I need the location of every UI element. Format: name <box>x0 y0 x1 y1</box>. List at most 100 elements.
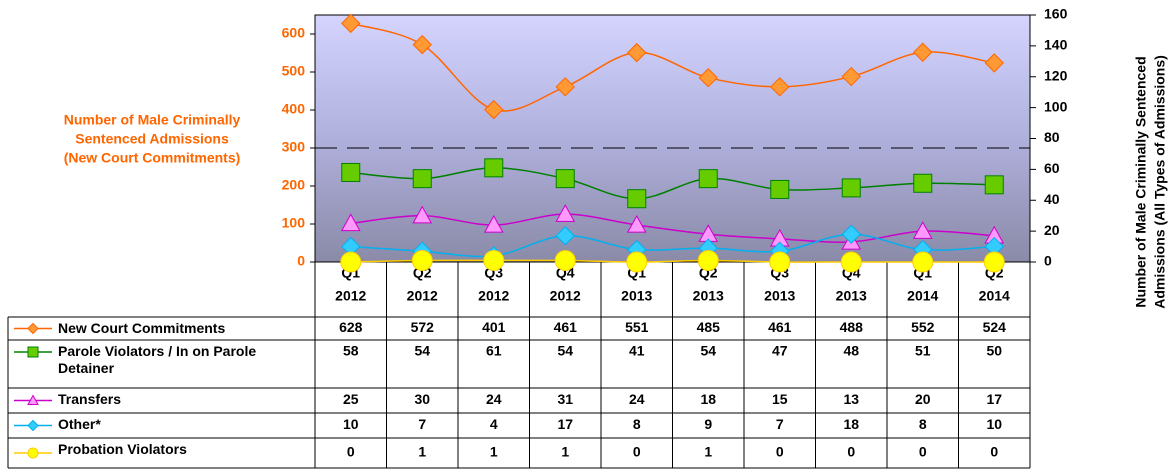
y-tick-label: 200 <box>282 177 306 193</box>
point <box>412 205 433 224</box>
y2-tick-label: 120 <box>1044 67 1068 83</box>
table-value: 0 <box>990 444 998 460</box>
legend-label: Probation Violators <box>58 441 187 457</box>
y-tick-label: 500 <box>282 63 306 79</box>
point <box>555 226 575 246</box>
table-value: 61 <box>486 343 502 359</box>
y2-tick-label: 0 <box>1044 253 1052 269</box>
y-tick-label: 0 <box>297 253 305 269</box>
table-value: 9 <box>704 416 712 432</box>
point <box>770 77 790 97</box>
x-tick-label: 2012 <box>478 288 509 304</box>
point <box>555 77 575 97</box>
series-line <box>350 233 995 258</box>
y2-tick-label: 80 <box>1044 129 1060 145</box>
legend-label: Other* <box>58 416 101 432</box>
point <box>912 251 934 273</box>
y-axis-title: (New Court Commitments) <box>64 150 241 166</box>
table-value: 48 <box>843 343 859 359</box>
point <box>341 162 361 182</box>
point <box>626 214 647 233</box>
y2-tick-label: 60 <box>1044 160 1060 176</box>
point <box>984 175 1004 195</box>
table-value: 20 <box>915 391 931 407</box>
legend-cell: New Court Commitments <box>58 320 226 336</box>
point <box>841 224 861 244</box>
table-value: 552 <box>911 319 935 335</box>
y-axis-title: Number of Male Criminally <box>64 112 241 128</box>
legend-marker <box>27 419 39 432</box>
series-line <box>350 22 995 112</box>
table-value: 401 <box>482 319 506 335</box>
table-value: 58 <box>343 343 359 359</box>
x-tick-label: 2014 <box>907 288 938 304</box>
x-tick-label: 2013 <box>693 288 724 304</box>
table-value: 17 <box>557 416 573 432</box>
y2-tick-label: 40 <box>1044 191 1060 207</box>
table-value: 25 <box>343 391 359 407</box>
table-value: 0 <box>919 444 927 460</box>
table-value: 15 <box>772 391 788 407</box>
table-value: 10 <box>343 416 359 432</box>
table-value: 30 <box>414 391 430 407</box>
table-value: 461 <box>554 319 578 335</box>
plot-area <box>314 14 1031 263</box>
y2-tick-label: 20 <box>1044 222 1060 238</box>
legend-label: New Court Commitments <box>58 320 226 336</box>
y-tick-label: 300 <box>282 139 306 155</box>
table-value: 47 <box>772 343 788 359</box>
point <box>411 249 433 271</box>
point <box>627 189 647 209</box>
point <box>698 67 718 88</box>
legend-marker <box>27 394 39 405</box>
x-tick-label: 2012 <box>550 288 581 304</box>
x-tick-label: 2014 <box>979 288 1010 304</box>
point <box>984 53 1004 73</box>
point <box>412 169 432 189</box>
y2-tick-label: 140 <box>1044 37 1068 53</box>
point <box>769 251 791 273</box>
table-value: 54 <box>414 343 430 359</box>
point <box>340 213 361 232</box>
point <box>340 251 362 273</box>
legend-label: Parole Violators / In on Parole Detainer <box>58 343 257 376</box>
table-value: 628 <box>339 319 363 335</box>
x-tick-label: 2013 <box>764 288 795 304</box>
table-value: 18 <box>843 416 859 432</box>
point <box>483 214 504 233</box>
table-value: 488 <box>840 319 864 335</box>
legend-cell: Probation Violators <box>58 441 187 457</box>
table-value: 524 <box>983 319 1007 335</box>
table-value: 17 <box>986 391 1002 407</box>
point <box>627 42 647 63</box>
table-value: 50 <box>986 343 1002 359</box>
table-value: 1 <box>418 444 426 460</box>
point <box>912 221 933 239</box>
table-value: 461 <box>768 319 792 335</box>
table-value: 18 <box>700 391 716 407</box>
legend-cell: Transfers <box>58 391 121 407</box>
table-value: 4 <box>490 416 498 432</box>
table-value: 54 <box>700 343 716 359</box>
point <box>484 158 504 178</box>
point <box>913 42 933 62</box>
y-tick-label: 600 <box>282 25 306 41</box>
y2-axis-title: Admissions (All Types of Admissions) <box>1152 55 1168 309</box>
y2-axis-title: Number of Male Criminally Sentenced <box>1133 56 1149 307</box>
series-line <box>350 213 995 243</box>
y-tick-label: 400 <box>282 101 306 117</box>
table-value: 572 <box>411 319 435 335</box>
table-value: 24 <box>629 391 645 407</box>
table-value: 8 <box>633 416 641 432</box>
y-tick-label: 100 <box>282 215 306 231</box>
point <box>484 99 504 120</box>
x-tick-label: 2012 <box>335 288 366 304</box>
legend-cell: Parole Violators / In on Parole Detainer <box>58 343 257 376</box>
point <box>483 249 505 271</box>
table-value: 24 <box>486 391 502 407</box>
table-value: 0 <box>633 444 641 460</box>
table-value: 1 <box>490 444 498 460</box>
point <box>626 251 648 273</box>
table-value: 54 <box>557 343 573 359</box>
